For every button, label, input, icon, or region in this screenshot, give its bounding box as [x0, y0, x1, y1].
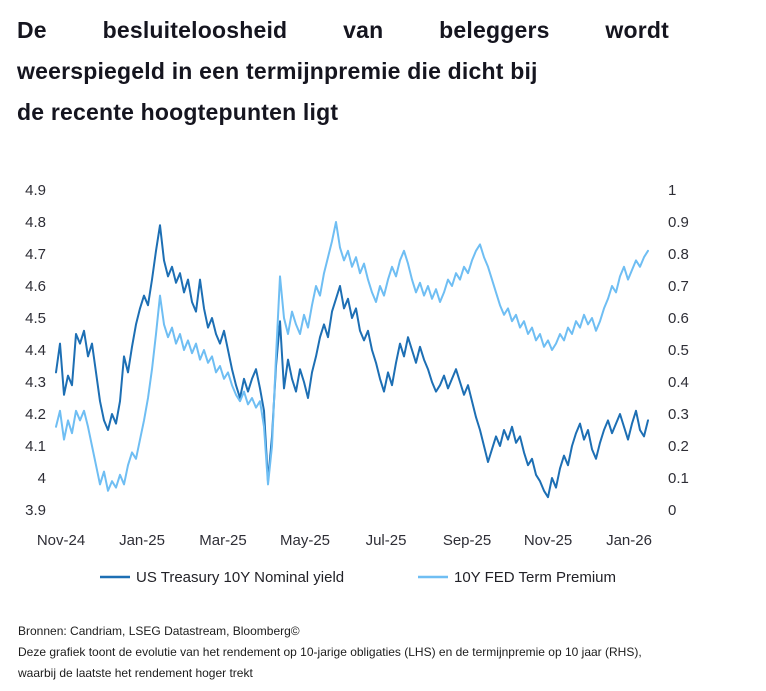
x-axis-tick-label: Sep-25 [443, 532, 491, 549]
caption-line-1: Deze grafiek toont de evolutie van het r… [18, 645, 642, 659]
x-axis-tick-label: Jan-25 [119, 532, 165, 549]
left-axis-tick-label: 4.3 [25, 374, 46, 391]
y-axis-left: 4.9 4.8 4.7 4.6 4.5 4.4 4.3 4.2 4.1 4 3.9 [25, 182, 46, 519]
dual-axis-line-chart: 4.9 4.8 4.7 4.6 4.5 4.4 4.3 4.2 4.1 4 3.9 1 0.9 0.8 0.… [25, 182, 689, 586]
x-axis-tick-label: Nov-25 [524, 532, 572, 549]
caption-line-2: waarbij de laatste het rendement hoger t… [18, 666, 253, 680]
legend-item: 10Y FED Term Premium [418, 569, 616, 586]
right-axis-tick-label: 0.2 [668, 438, 689, 455]
sources-line: Bronnen: Candriam, LSEG Datastream, Bloo… [18, 624, 300, 638]
page-title: De besluiteloosheid van beleggers wordt … [17, 10, 669, 133]
left-axis-tick-label: 4.4 [25, 342, 46, 359]
right-axis-tick-label: 0.9 [668, 214, 689, 231]
right-axis-tick-label: 0.1 [668, 470, 689, 487]
legend: US Treasury 10Y Nominal yield 10Y FED Ter… [100, 569, 616, 586]
legend-label: 10Y FED Term Premium [454, 569, 616, 586]
right-axis-tick-label: 0.7 [668, 278, 689, 295]
legend-label: US Treasury 10Y Nominal yield [136, 569, 344, 586]
right-axis-tick-label: 0.8 [668, 246, 689, 263]
y-axis-right: 1 0.9 0.8 0.7 0.6 0.5 0.4 0.3 0.2 0.1 0 [668, 182, 689, 519]
x-axis-tick-label: Mar-25 [199, 532, 247, 549]
title-line-3: de recente hoogtepunten ligt [17, 99, 339, 125]
x-axis: Nov-24 Jan-25 Mar-25 May-25 Jul-25 Sep-25 Nov-… [37, 532, 652, 549]
left-axis-tick-label: 4.1 [25, 438, 46, 455]
x-axis-tick-label: Jul-25 [366, 532, 407, 549]
chart-footnote: Bronnen: Candriam, LSEG Datastream, Bloo… [18, 621, 748, 684]
legend-item: US Treasury 10Y Nominal yield [100, 569, 344, 586]
left-axis-tick-label: 4 [38, 470, 46, 487]
x-axis-tick-label: May-25 [280, 532, 330, 549]
right-axis-tick-label: 0.4 [668, 374, 689, 391]
right-axis-tick-label: 0.3 [668, 406, 689, 423]
title-line-2: weerspiegeld in een termijnpremie die di… [17, 58, 538, 84]
left-axis-tick-label: 3.9 [25, 502, 46, 519]
left-axis-tick-label: 4.9 [25, 182, 46, 199]
right-axis-tick-label: 0.5 [668, 342, 689, 359]
title-line-1: De besluiteloosheid van beleggers wordt [17, 17, 669, 43]
series-line-nominal-yield [55, 224, 649, 499]
right-axis-tick-label: 1 [668, 182, 676, 199]
left-axis-tick-label: 4.6 [25, 278, 46, 295]
right-axis-tick-label: 0 [668, 502, 676, 519]
left-axis-tick-label: 4.5 [25, 310, 46, 327]
left-axis-tick-label: 4.8 [25, 214, 46, 231]
x-axis-tick-label: Jan-26 [606, 532, 652, 549]
left-axis-tick-label: 4.7 [25, 246, 46, 263]
right-axis-tick-label: 0.6 [668, 310, 689, 327]
series-line-term-premium [55, 221, 649, 492]
x-axis-tick-label: Nov-24 [37, 532, 85, 549]
left-axis-tick-label: 4.2 [25, 406, 46, 423]
